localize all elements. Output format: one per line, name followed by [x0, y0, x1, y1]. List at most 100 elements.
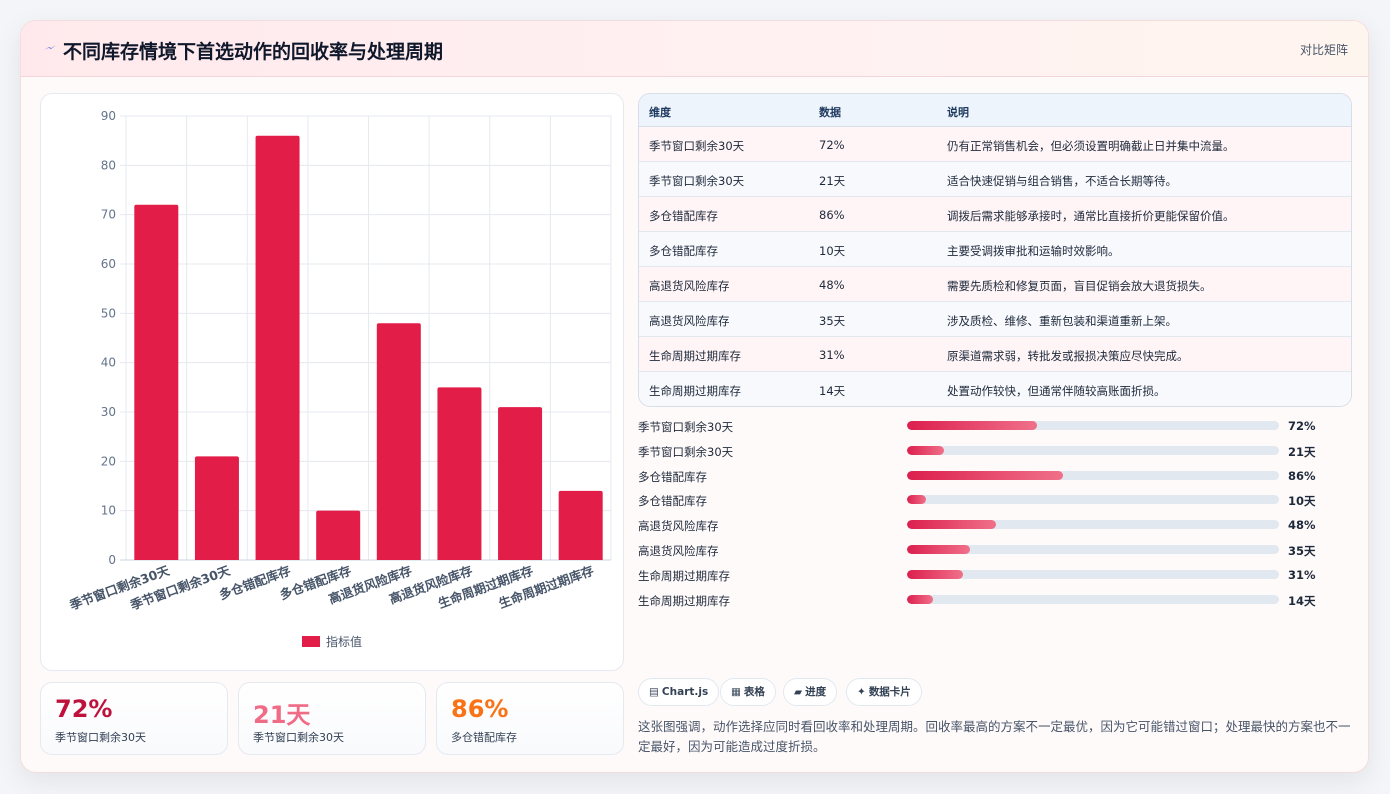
- progress-list: 季节窗口剩余30天 72% 季节窗口剩余30天 21天 多仓错配库存 86% 多仓错配库存 1…: [638, 415, 1352, 615]
- table-row: 多仓错配库存 86% 调拨后需求能够承接时，通常比直接折价更能保留价值。: [639, 197, 1351, 232]
- sparkle-icon: ✦: [857, 686, 866, 698]
- cell-description: 适合快速促销与组合销售，不适合长期等待。: [947, 174, 1177, 188]
- stat-value: 86%: [451, 695, 509, 723]
- progress-label: 多仓错配库存: [638, 494, 707, 509]
- table-row: 生命周期过期库存 14天 处置动作较快，但通常伴随较高账面折损。: [639, 372, 1351, 406]
- stat-card: 86% 多仓错配库存: [436, 682, 624, 755]
- cell-description: 涉及质检、维修、重新包装和渠道重新上架。: [947, 314, 1177, 328]
- progress-track: [907, 495, 1279, 505]
- progress-label: 生命周期过期库存: [638, 593, 730, 608]
- progress-fill: [907, 470, 1064, 480]
- progress-row: 季节窗口剩余30天 72%: [638, 416, 1352, 436]
- chart-note: 这张图强调，动作选择应同时看回收率和处理周期。回收率最高的方案不一定最优，因为它…: [638, 719, 1351, 754]
- table-icon: ▦: [731, 686, 741, 698]
- cell-value: 48%: [819, 278, 845, 292]
- y-tick-label: 50: [101, 306, 116, 320]
- dashboard-card: 不同库存情境下首选动作的回收率与处理周期 对比矩阵 0 10 20 30 40 50 60 7…: [20, 20, 1369, 773]
- progress-row: 生命周期过期库存 14天: [638, 590, 1352, 610]
- stat-value: 72%: [55, 695, 113, 723]
- cell-description: 原渠道需求弱，转批发或报损决策应尽快完成。: [947, 349, 1189, 363]
- legend-label: 指标值: [326, 634, 362, 649]
- bar-chart: 0 10 20 30 40 50 60 70 80 90 季节窗口剩余30天 季节窗口剩余30天 多仓错…: [40, 93, 624, 671]
- y-tick-label: 70: [101, 208, 116, 222]
- cell-value: 14天: [819, 384, 846, 398]
- tag-button[interactable]: ▤ Chart.js: [638, 678, 720, 706]
- progress-label: 高退货风险库存: [638, 544, 719, 558]
- progress-fill: [907, 569, 963, 579]
- table-row: 高退货风险库存 35天 涉及质检、维修、重新包装和渠道重新上架。: [639, 302, 1351, 337]
- progress-label: 多仓错配库存: [638, 469, 707, 484]
- cell-value: 35天: [819, 314, 846, 328]
- stat-label: 季节窗口剩余30天: [55, 731, 146, 744]
- stat-label: 季节窗口剩余30天: [253, 731, 344, 744]
- table-row: 季节窗口剩余30天 72% 仍有正常销售机会，但必须设置明确截止日并集中流量。: [639, 127, 1351, 162]
- progress-value: 86%: [1288, 468, 1316, 483]
- column-header-description: 说明: [947, 106, 969, 119]
- progress-fill: [907, 495, 926, 505]
- cell-description: 仍有正常销售机会，但必须设置明确截止日并集中流量。: [947, 139, 1235, 153]
- chart-bar: [558, 490, 603, 560]
- table-row: 生命周期过期库存 31% 原渠道需求弱，转批发或报损决策应尽快完成。: [639, 337, 1351, 372]
- cell-value: 31%: [819, 348, 845, 362]
- progress-label: 高退货风险库存: [638, 519, 719, 534]
- chart-icon: ▤: [649, 686, 659, 698]
- progress-fill: [907, 594, 934, 604]
- stat-card: 21天季节窗口剩余30天: [238, 682, 426, 755]
- stat-value: 21天: [253, 701, 311, 729]
- progress-fill: [907, 520, 997, 530]
- progress-row: 生命周期过期库存 31%: [638, 565, 1352, 585]
- stat-card: 72% 季节窗口剩余30天: [40, 682, 228, 755]
- chart-bar: [134, 204, 179, 561]
- progress-track: [907, 421, 1279, 430]
- table-row: 高退货风险库存 48% 需要先质检和修复页面，盲目促销会放大退货损失。: [639, 267, 1351, 302]
- column-header-dimension: 维度: [649, 106, 671, 119]
- progress-row: 高退货风险库存 35天: [638, 540, 1352, 560]
- compare-matrix-link[interactable]: 对比矩阵: [1299, 43, 1348, 57]
- legend-swatch: [302, 636, 320, 647]
- cell-value: 72%: [819, 138, 845, 152]
- cell-value: 86%: [819, 208, 845, 222]
- cell-description: 调拨后需求能够承接时，通常比直接折价更能保留价值。: [947, 209, 1235, 223]
- tag-button[interactable]: ✦ 数据卡片: [846, 678, 922, 706]
- cell-value: 10天: [819, 244, 846, 258]
- progress-value: 21天: [1288, 444, 1316, 459]
- chart-bar: [255, 135, 300, 560]
- table-row: 多仓错配库存 10天 主要受调拨审批和运输时效影响。: [639, 232, 1351, 267]
- y-tick-label: 80: [101, 158, 116, 172]
- y-tick-label: 30: [101, 405, 116, 419]
- y-tick-label: 90: [101, 109, 116, 123]
- cell-dimension: 多仓错配库存: [649, 244, 718, 258]
- progress-track: [907, 545, 1279, 554]
- column-header-data: 数据: [819, 106, 841, 119]
- table-header: 维度 数据 说明: [639, 94, 1351, 127]
- tag-label: 表格: [743, 686, 765, 698]
- bar-chart-svg: 0102030405060708090季节窗口剩余30天季节窗口剩余30天多仓错…: [67, 109, 612, 649]
- page-title: 不同库存情境下首选动作的回收率与处理周期: [63, 41, 444, 63]
- progress-value: 14天: [1288, 593, 1316, 608]
- cell-dimension: 高退货风险库存: [649, 314, 730, 328]
- chart-bar: [498, 407, 543, 560]
- progress-track: [907, 594, 1279, 604]
- progress-track: [907, 445, 1279, 455]
- progress-value: 48%: [1288, 518, 1316, 533]
- cell-dimension: 生命周期过期库存: [649, 349, 741, 363]
- y-tick-label: 60: [101, 257, 116, 271]
- chart-bar: [437, 387, 482, 560]
- progress-row: 多仓错配库存 86%: [638, 466, 1352, 486]
- cell-description: 主要受调拨审批和运输时效影响。: [947, 244, 1120, 258]
- cell-dimension: 季节窗口剩余30天: [649, 174, 745, 188]
- tag-button[interactable]: ▰ 进度: [783, 678, 838, 706]
- tag-button[interactable]: ▦ 表格: [720, 678, 776, 706]
- progress-row: 季节窗口剩余30天 21天: [638, 441, 1352, 461]
- progress-value: 31%: [1288, 567, 1316, 582]
- progress-track: [907, 470, 1279, 480]
- chart-bar: [194, 456, 239, 560]
- progress-label: 季节窗口剩余30天: [638, 420, 734, 434]
- stat-label: 多仓错配库存: [451, 731, 517, 744]
- progress-track: [907, 520, 1279, 530]
- tag-label: 进度: [805, 686, 827, 698]
- progress-row: 多仓错配库存 10天: [638, 490, 1352, 510]
- cell-value: 21天: [819, 174, 846, 188]
- header-bar: 不同库存情境下首选动作的回收率与处理周期 对比矩阵: [21, 21, 1368, 77]
- data-table: 维度 数据 说明 季节窗口剩余30天 72% 仍有正常销售机会，但必须设置明确截止日…: [638, 93, 1352, 407]
